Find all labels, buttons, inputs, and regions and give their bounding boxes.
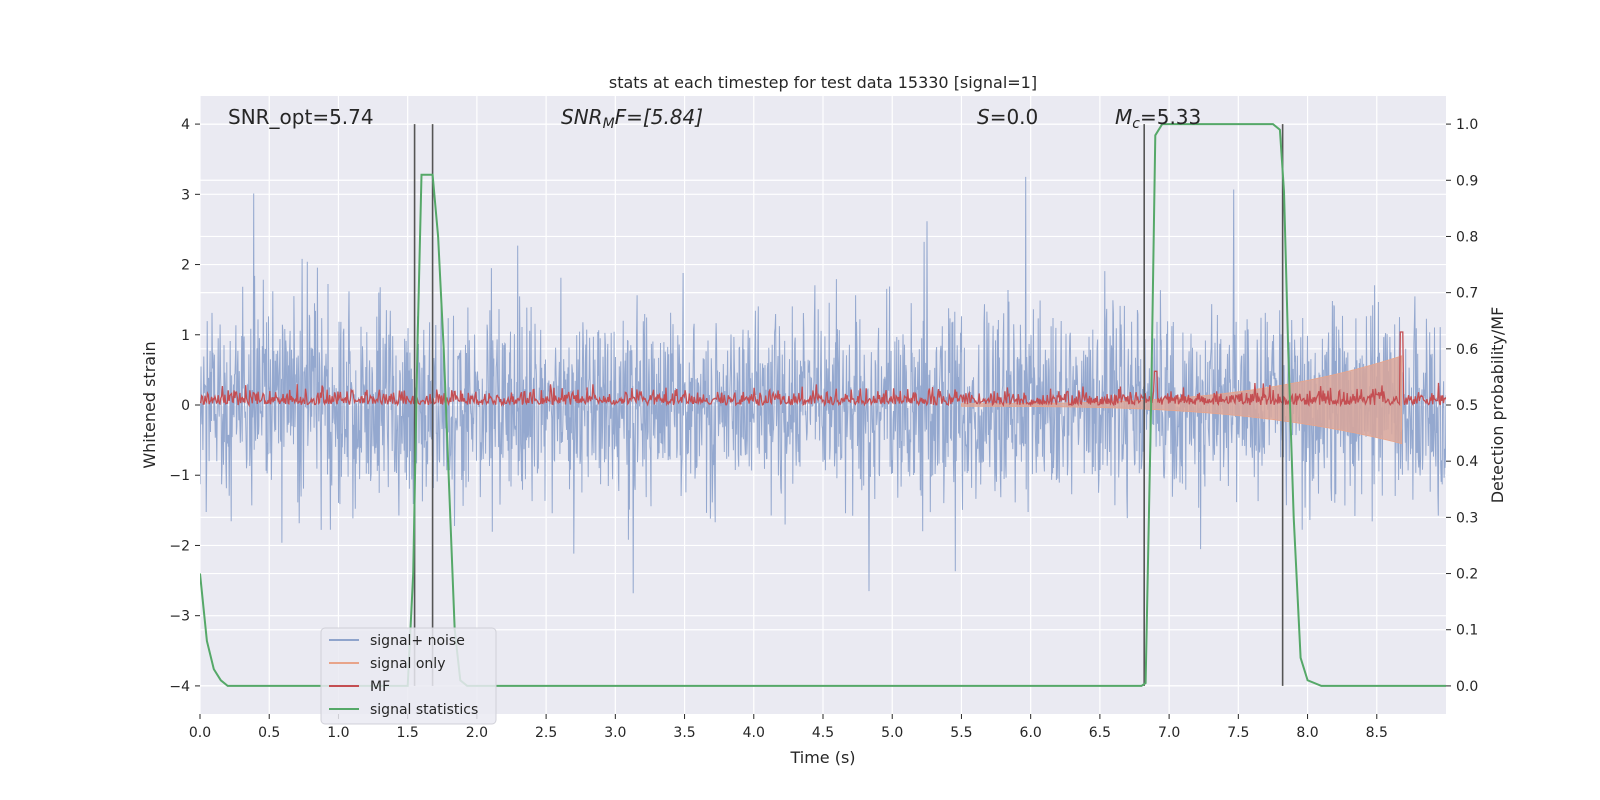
yr-tick-label-8: 0.8 bbox=[1456, 229, 1478, 245]
yl-tick-label-8: 4 bbox=[181, 117, 190, 133]
x-axis-label: Time (s) bbox=[789, 748, 855, 767]
legend-label-mf: MF bbox=[370, 679, 390, 695]
yl-tick-label-1: −3 bbox=[169, 609, 190, 625]
x-tick-label-10: 5.0 bbox=[881, 725, 903, 741]
right-y-axis-ticks: 0.0 0.1 0.2 0.3 0.4 0.5 0.6 0.7 0.8 0.9 1.0 bbox=[1446, 117, 1478, 695]
data-layer bbox=[200, 123, 1446, 687]
x-tick-label-11: 5.5 bbox=[950, 725, 972, 741]
yr-tick-label-4: 0.4 bbox=[1456, 454, 1478, 470]
x-tick-label-3: 1.5 bbox=[397, 725, 419, 741]
yr-tick-label-3: 0.3 bbox=[1456, 510, 1478, 526]
mf-line bbox=[200, 331, 1446, 408]
x-tick-label-13: 6.5 bbox=[1089, 725, 1111, 741]
x-tick-label-8: 4.0 bbox=[743, 725, 765, 741]
yr-tick-label-1: 0.1 bbox=[1456, 623, 1478, 639]
mc-sub: c bbox=[1132, 116, 1140, 132]
chart-title: stats at each timestep for test data 153… bbox=[609, 73, 1037, 92]
yr-tick-label-9: 0.9 bbox=[1456, 173, 1478, 189]
vertical-markers bbox=[413, 124, 1284, 686]
yl-tick-label-2: −2 bbox=[169, 538, 190, 554]
x-tick-label-5: 2.5 bbox=[535, 725, 557, 741]
x-axis-ticks: 0.0 0.5 1.0 1.5 2.0 2.5 3.0 3.5 4.0 4.5 5.0 5.5 6.0 6… bbox=[189, 714, 1388, 741]
x-tick-label-6: 3.0 bbox=[604, 725, 626, 741]
right-y-axis-label: Detection probability/MF bbox=[1488, 307, 1507, 504]
x-tick-label-14: 7.0 bbox=[1158, 725, 1180, 741]
yr-tick-label-6: 0.6 bbox=[1456, 342, 1478, 358]
yl-tick-label-6: 2 bbox=[181, 258, 190, 274]
x-tick-label-15: 7.5 bbox=[1227, 725, 1249, 741]
snr-mf-sub: M bbox=[603, 116, 615, 132]
s-tail: =0.0 bbox=[990, 105, 1039, 129]
yl-tick-label-5: 1 bbox=[181, 328, 190, 344]
yr-tick-label-2: 0.2 bbox=[1456, 567, 1478, 583]
snr-mf-main: SNR bbox=[561, 105, 603, 129]
legend-label-signal-statistics: signal statistics bbox=[370, 702, 478, 718]
legend-label-signal-only: signal only bbox=[370, 656, 445, 672]
yl-tick-label-7: 3 bbox=[181, 187, 190, 203]
x-tick-label-16: 8.0 bbox=[1296, 725, 1318, 741]
x-tick-label-0: 0.0 bbox=[189, 725, 211, 741]
yr-tick-label-0: 0.0 bbox=[1456, 679, 1478, 695]
x-tick-label-2: 1.0 bbox=[327, 725, 349, 741]
yr-tick-label-10: 1.0 bbox=[1456, 117, 1478, 133]
mc-tail: =5.33 bbox=[1140, 105, 1201, 129]
annotation-snr-opt: SNR_opt=5.74 bbox=[228, 105, 374, 129]
x-tick-label-9: 4.5 bbox=[812, 725, 834, 741]
x-tick-label-7: 3.5 bbox=[673, 725, 695, 741]
s-main: S bbox=[977, 105, 990, 129]
x-tick-label-4: 2.0 bbox=[466, 725, 488, 741]
annotation-mc: Mc=5.33 bbox=[1115, 105, 1201, 132]
annotation-s: S=0.0 bbox=[977, 105, 1038, 129]
annotation-snr-mf: SNRMF=[5.84] bbox=[561, 105, 703, 132]
yr-tick-label-5: 0.5 bbox=[1456, 398, 1478, 414]
left-y-axis-label: Whitened strain bbox=[140, 341, 159, 468]
x-tick-label-1: 0.5 bbox=[258, 725, 280, 741]
legend: signal+ noise signal only MF signal stat… bbox=[320, 627, 497, 725]
left-y-axis-ticks: −4 −3 −2 −1 0 1 2 3 4 bbox=[169, 117, 200, 695]
yl-tick-label-0: −4 bbox=[169, 679, 190, 695]
yr-tick-label-7: 0.7 bbox=[1456, 286, 1478, 302]
yl-tick-label-3: −1 bbox=[169, 468, 190, 484]
snr-mf-tail: F=[5.84] bbox=[615, 105, 703, 129]
legend-box bbox=[320, 627, 497, 725]
x-tick-label-17: 8.5 bbox=[1366, 725, 1388, 741]
grid bbox=[199, 96, 1446, 714]
legend-label-signal-noise: signal+ noise bbox=[370, 633, 465, 649]
x-tick-label-12: 6.0 bbox=[1020, 725, 1042, 741]
yl-tick-label-4: 0 bbox=[181, 398, 190, 414]
mc-main: M bbox=[1115, 105, 1132, 129]
